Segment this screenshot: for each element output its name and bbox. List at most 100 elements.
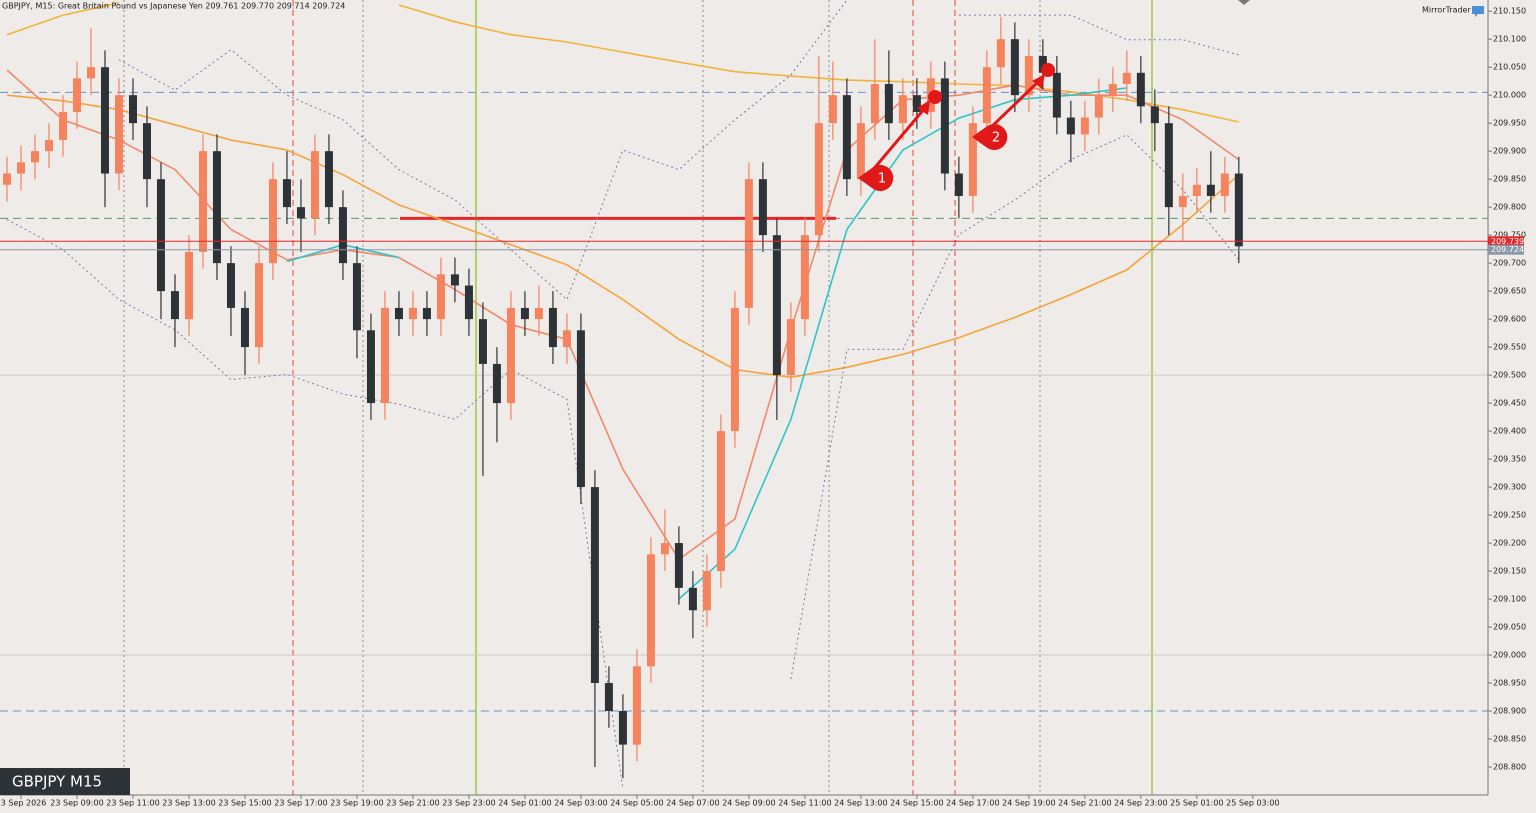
candle-body bbox=[1192, 184, 1201, 196]
candle-body bbox=[478, 319, 487, 364]
candle-body bbox=[772, 235, 781, 376]
candle-body bbox=[1066, 117, 1075, 135]
candle-body bbox=[842, 95, 851, 180]
shift-marker bbox=[1238, 0, 1250, 5]
x-tick-label: 23 Sep 15:00 bbox=[218, 799, 271, 808]
candle-body bbox=[646, 554, 655, 667]
candle-body bbox=[2, 173, 11, 185]
candle-body bbox=[184, 251, 193, 320]
candle-body bbox=[604, 683, 613, 712]
candle-body bbox=[1052, 72, 1061, 118]
candle-body bbox=[1206, 184, 1215, 196]
candle-body bbox=[940, 78, 949, 174]
candle-body bbox=[562, 330, 571, 348]
candle-body bbox=[450, 274, 459, 286]
candle-body bbox=[870, 83, 879, 124]
y-tick-label: 209.050 bbox=[1493, 623, 1526, 632]
candle-body bbox=[156, 179, 165, 292]
x-tick-label: 24 Sep 21:00 bbox=[1058, 799, 1111, 808]
y-tick-label: 209.700 bbox=[1493, 259, 1526, 268]
candle-body bbox=[282, 179, 291, 208]
candle-body bbox=[114, 95, 123, 174]
candle-body bbox=[1122, 72, 1131, 84]
candle-body bbox=[548, 307, 557, 348]
arrow-head bbox=[1032, 74, 1045, 89]
candle-body bbox=[170, 291, 179, 320]
candle-body bbox=[30, 151, 39, 163]
candle-body bbox=[338, 207, 347, 264]
candle-body bbox=[786, 319, 795, 376]
x-tick-label: 24 Sep 03:00 bbox=[554, 799, 607, 808]
candle-body bbox=[716, 431, 725, 572]
candle-body bbox=[394, 307, 403, 320]
y-tick-label: 210.150 bbox=[1493, 7, 1526, 16]
candle-body bbox=[198, 151, 207, 252]
candle-body bbox=[982, 67, 991, 124]
candle-body bbox=[436, 274, 445, 320]
target-dot bbox=[928, 90, 942, 104]
candle-body bbox=[422, 307, 431, 320]
candle-body bbox=[506, 307, 515, 404]
y-tick-label: 209.200 bbox=[1493, 539, 1526, 548]
annotations: 1 2 bbox=[858, 63, 1055, 191]
x-tick-label: 23 Sep 17:00 bbox=[274, 799, 327, 808]
y-tick-label: 209.450 bbox=[1493, 399, 1526, 408]
candle-body bbox=[632, 666, 641, 745]
candle-body bbox=[1136, 72, 1145, 107]
x-tick-label: 23 Sep 19:00 bbox=[330, 799, 383, 808]
candle-body bbox=[1024, 55, 1033, 96]
marker-label: 2 bbox=[992, 131, 1000, 146]
candle-body bbox=[884, 83, 893, 124]
price-tag bbox=[1488, 236, 1524, 247]
candle-body bbox=[800, 235, 809, 320]
price-tag-label: 209.739 bbox=[1491, 237, 1524, 246]
plot-area bbox=[0, 0, 1488, 789]
y-tick-label: 210.050 bbox=[1493, 63, 1526, 72]
y-tick-label: 209.600 bbox=[1493, 315, 1526, 324]
y-tick-label: 209.900 bbox=[1493, 147, 1526, 156]
candle-body bbox=[324, 151, 333, 208]
chart-title: GBPJPY, M15: Great Britain Pound vs Japa… bbox=[2, 2, 345, 11]
x-tick-label: 24 Sep 09:00 bbox=[722, 799, 775, 808]
candle-body bbox=[618, 711, 627, 745]
candle-body bbox=[212, 151, 221, 264]
candle-body bbox=[352, 263, 361, 331]
session-lines bbox=[123, 0, 1153, 795]
candle-body bbox=[86, 67, 95, 79]
y-tick-label: 209.650 bbox=[1493, 287, 1526, 296]
x-tick-label: 23 Sep 2026 bbox=[0, 799, 46, 808]
y-tick-label: 208.900 bbox=[1493, 707, 1526, 716]
x-tick-label: 25 Sep 03:00 bbox=[1226, 799, 1279, 808]
symbol-box bbox=[0, 768, 130, 795]
x-tick-label: 23 Sep 23:00 bbox=[442, 799, 495, 808]
y-tick-label: 208.800 bbox=[1493, 763, 1526, 772]
x-tick-label: 24 Sep 17:00 bbox=[946, 799, 999, 808]
y-tick-label: 209.400 bbox=[1493, 427, 1526, 436]
x-tick-label: 24 Sep 11:00 bbox=[778, 799, 831, 808]
candle-body bbox=[1164, 123, 1173, 208]
indicator-line bbox=[6, 94, 1240, 379]
candle-body bbox=[1234, 173, 1243, 247]
candle-body bbox=[856, 123, 865, 180]
candle-body bbox=[142, 123, 151, 180]
candle-body bbox=[1150, 106, 1159, 124]
x-tick-label: 25 Sep 01:00 bbox=[1170, 799, 1223, 808]
candle-body bbox=[996, 39, 1005, 68]
candle-body bbox=[1080, 117, 1089, 135]
y-tick-label: 208.950 bbox=[1493, 679, 1526, 688]
x-tick-label: 24 Sep 05:00 bbox=[610, 799, 663, 808]
candle-body bbox=[296, 207, 305, 219]
arrow-head bbox=[917, 100, 930, 115]
y-tick-label: 209.000 bbox=[1493, 651, 1526, 660]
candle-body bbox=[492, 363, 501, 404]
candle-body bbox=[758, 179, 767, 236]
candle-body bbox=[310, 151, 319, 219]
candle-body bbox=[100, 67, 109, 174]
price-tag bbox=[1488, 244, 1524, 255]
x-tick-label: 24 Sep 15:00 bbox=[890, 799, 943, 808]
broker-name: MirrorTrader bbox=[1422, 6, 1471, 15]
candle-body bbox=[730, 307, 739, 432]
target-dot bbox=[1041, 63, 1055, 77]
y-tick-label: 209.350 bbox=[1493, 455, 1526, 464]
